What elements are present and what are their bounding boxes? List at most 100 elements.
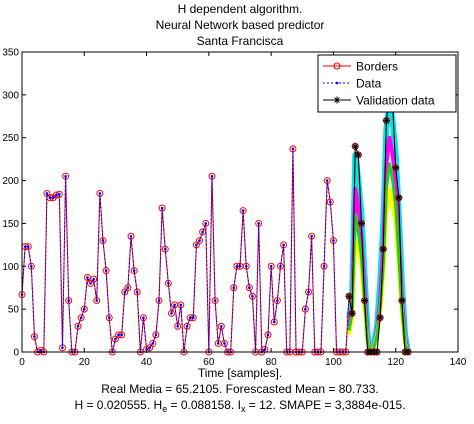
x-tick-label: 60: [203, 357, 215, 368]
marker: [304, 307, 307, 311]
marker: [160, 206, 164, 210]
marker: [392, 164, 400, 172]
marker: [354, 151, 362, 159]
marker: [126, 286, 130, 290]
marker: [173, 303, 176, 307]
x-tick-label: 120: [387, 357, 404, 368]
marker: [107, 316, 111, 320]
marker: [83, 273, 91, 281]
legend: Borders Data Validation data: [317, 54, 457, 113]
marker: [101, 239, 105, 242]
marker: [195, 243, 198, 247]
marker: [210, 174, 214, 178]
series-line: [347, 161, 410, 354]
marker: [117, 333, 120, 337]
marker: [98, 192, 102, 195]
marker: [157, 299, 161, 302]
marker: [39, 348, 42, 352]
annotation-part: = 12. SMAPE = 3,3884e-015.: [245, 398, 405, 412]
marker: [223, 342, 226, 345]
marker: [51, 196, 55, 200]
marker: [217, 322, 225, 330]
x-tick-label: 0: [19, 357, 25, 368]
marker: [333, 62, 341, 70]
marker: [148, 346, 151, 350]
marker: [335, 81, 339, 85]
marker: [188, 316, 192, 320]
chart-title: H dependent algorithm.: [178, 2, 303, 16]
marker: [202, 219, 210, 227]
marker: [48, 196, 52, 200]
marker: [348, 309, 356, 317]
marker: [248, 286, 251, 290]
marker: [238, 264, 242, 268]
marker: [86, 276, 89, 279]
marker: [379, 245, 387, 253]
axes-box: [21, 51, 459, 353]
x-tick-label: 40: [141, 357, 153, 368]
marker: [213, 299, 217, 302]
marker: [196, 237, 204, 245]
marker: [151, 342, 155, 345]
series-line: [21, 148, 350, 353]
marker: [272, 320, 276, 324]
x-axis-label: Time [samples].: [198, 366, 282, 380]
marker: [382, 117, 390, 125]
marker: [322, 264, 326, 268]
x-tick-label: 80: [266, 357, 278, 368]
annotation-part: Real Media = 65.2105. Forescasted Mean =…: [101, 382, 379, 396]
marker: [76, 324, 80, 328]
marker: [176, 324, 180, 328]
annotation-part: H = 0.020555. H: [74, 398, 162, 412]
x-tick-label: 20: [79, 357, 91, 368]
marker: [376, 314, 384, 322]
marker: [45, 192, 49, 195]
marker: [232, 286, 236, 290]
marker: [276, 299, 279, 302]
marker: [170, 312, 173, 315]
marker: [263, 348, 267, 351]
x-tick-label: 140: [450, 357, 467, 368]
marker: [266, 333, 270, 337]
marker: [241, 209, 245, 212]
marker: [235, 264, 239, 268]
marker: [61, 346, 64, 350]
marker: [351, 142, 359, 150]
chart-title: Santa Francisca: [197, 34, 284, 48]
marker: [120, 333, 123, 337]
marker: [216, 342, 220, 345]
x-tick-label: 100: [325, 357, 342, 368]
marker: [167, 282, 170, 285]
marker: [198, 239, 201, 242]
y-tick-label: 0: [13, 348, 19, 359]
series-line: [348, 94, 409, 353]
marker: [220, 339, 228, 347]
marker: [325, 179, 329, 182]
legend-label: Borders: [356, 60, 398, 74]
marker: [398, 297, 406, 305]
marker: [244, 264, 248, 268]
marker: [89, 282, 92, 285]
marker: [310, 234, 313, 238]
marker: [307, 290, 310, 294]
marker: [301, 305, 309, 313]
legend-label: Validation data: [356, 94, 435, 108]
marker: [129, 234, 133, 238]
marker: [251, 294, 254, 298]
marker: [26, 245, 30, 248]
marker: [183, 322, 191, 330]
marker: [135, 290, 139, 294]
marker: [104, 269, 108, 272]
marker: [163, 247, 167, 251]
marker: [67, 299, 71, 302]
y-tick-label: 300: [2, 90, 19, 101]
marker: [152, 331, 160, 339]
marker: [333, 96, 341, 104]
annotation-part: = 0.088158. I: [167, 398, 241, 412]
y-tick-label: 50: [8, 305, 20, 316]
y-tick-label: 100: [2, 262, 19, 273]
marker: [279, 264, 282, 268]
marker: [204, 222, 208, 225]
marker: [329, 200, 332, 204]
y-tick-label: 200: [2, 176, 19, 187]
